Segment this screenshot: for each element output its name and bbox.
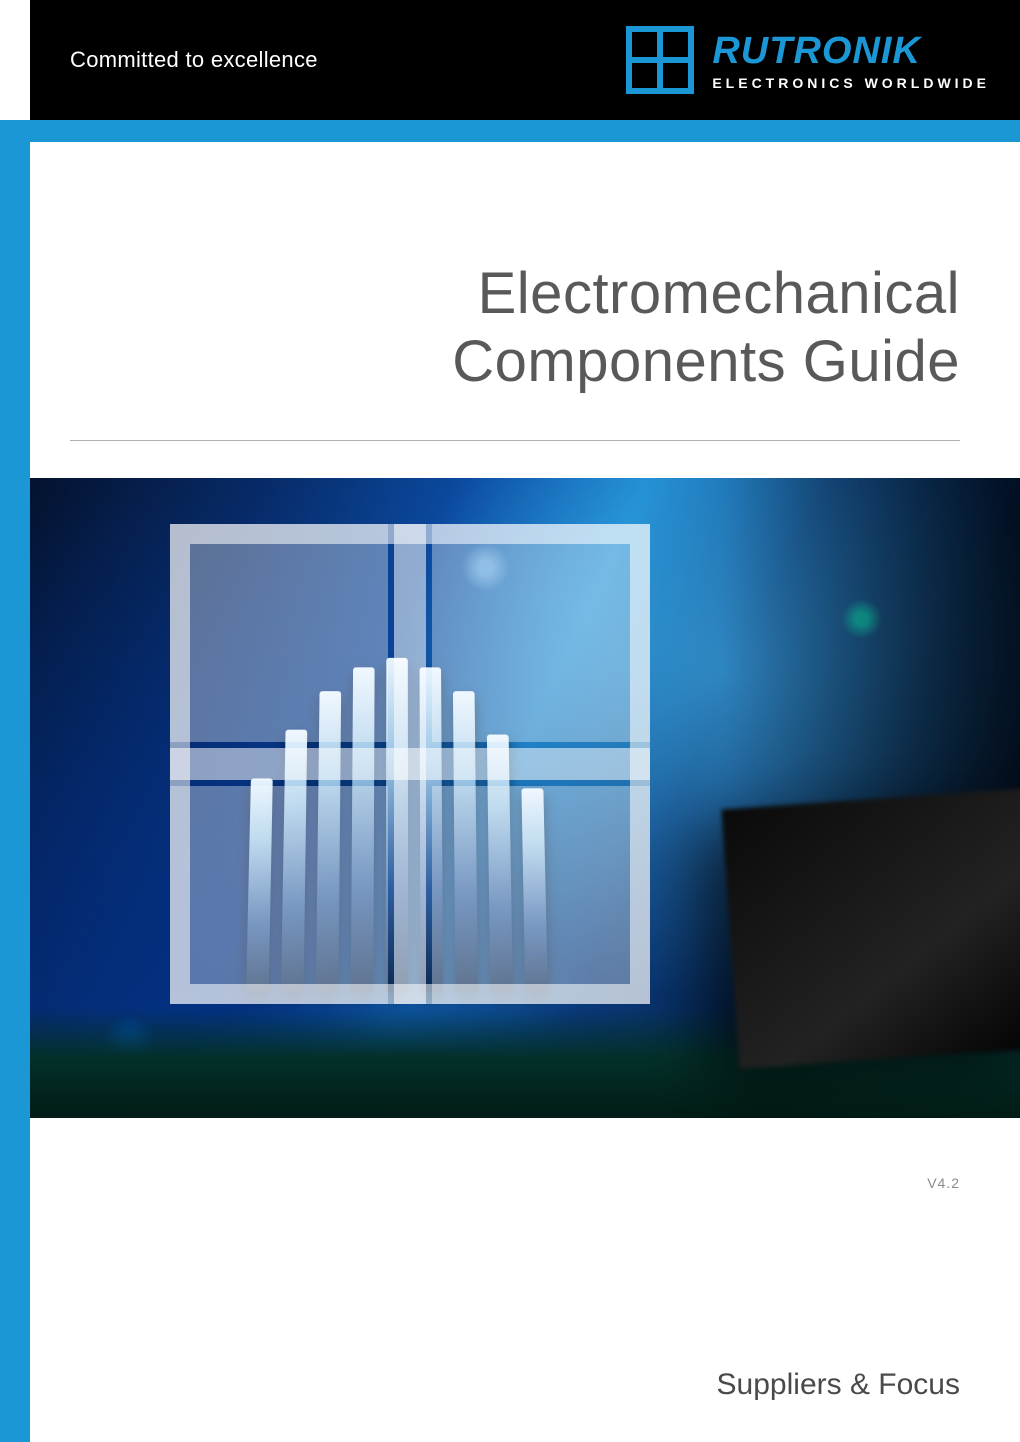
tagline-text: Committed to excellence [70, 47, 318, 73]
window-grid-icon [626, 26, 694, 94]
hero-chip-block [721, 787, 1020, 1069]
title-line-1: Electromechanical [70, 260, 960, 328]
blue-horizontal-bar [30, 120, 1020, 142]
top-banner: Committed to excellence RUTRONIK ELECTRO… [30, 0, 1020, 120]
version-label: V4.2 [927, 1175, 960, 1191]
logo-grid-overlay [170, 524, 650, 1004]
logo-text-stack: RUTRONIK ELECTRONICS WORLDWIDE [712, 30, 990, 91]
title-separator [70, 440, 960, 441]
page-root: Committed to excellence RUTRONIK ELECTRO… [0, 0, 1020, 1442]
title-line-2: Components Guide [70, 328, 960, 396]
footer-subtitle: Suppliers & Focus [717, 1368, 960, 1402]
logo-block: RUTRONIK ELECTRONICS WORLDWIDE [626, 26, 990, 94]
logo-byline: ELECTRONICS WORLDWIDE [712, 75, 990, 91]
overlay-cross-horizontal [170, 748, 650, 780]
title-block: Electromechanical Components Guide [70, 260, 960, 397]
left-blue-strip [0, 120, 30, 1442]
logo-name: RUTRONIK [712, 30, 990, 73]
hero-image [30, 478, 1020, 1118]
